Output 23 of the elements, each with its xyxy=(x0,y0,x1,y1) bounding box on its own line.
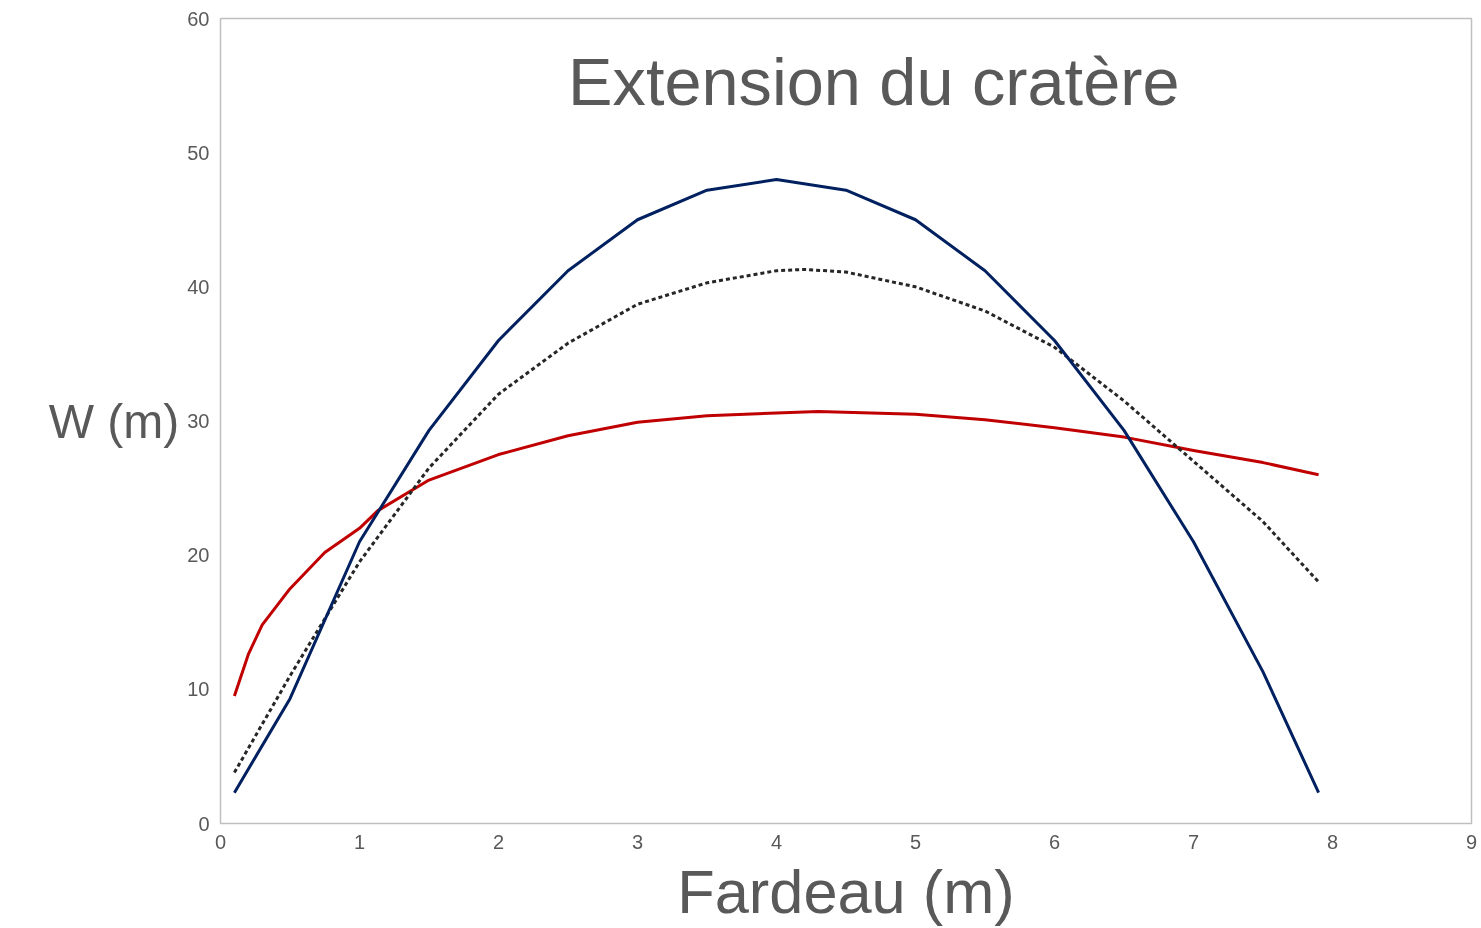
line-series xyxy=(232,178,1321,795)
line-series xyxy=(232,267,1321,775)
y-tick-label: 30 xyxy=(187,410,210,432)
line-series xyxy=(232,410,1321,698)
y-axis-title: W (m) xyxy=(48,394,180,448)
y-tick-label: 60 xyxy=(187,7,210,30)
x-tick-label: 9 xyxy=(1465,830,1478,853)
x-tick-label: 2 xyxy=(492,830,505,853)
x-tick-label: 0 xyxy=(214,830,227,853)
y-tick-label: 10 xyxy=(187,678,210,701)
x-tick-label: 1 xyxy=(353,830,366,853)
y-tick-label: 0 xyxy=(198,812,210,835)
chart-title: Extension du cratère xyxy=(568,45,1180,120)
x-tick-label: 5 xyxy=(909,830,922,853)
y-tick-label: 20 xyxy=(187,544,210,567)
x-tick-label: 7 xyxy=(1187,830,1200,853)
x-tick-label: 8 xyxy=(1326,830,1339,853)
y-tick-label: 50 xyxy=(187,141,210,164)
x-tick-label: 4 xyxy=(770,830,783,853)
y-tick-label: 40 xyxy=(187,275,210,298)
x-axis-title: Fardeau (m) xyxy=(677,856,1015,926)
x-tick-label: 6 xyxy=(1048,830,1061,853)
x-tick-label: 3 xyxy=(631,830,644,853)
